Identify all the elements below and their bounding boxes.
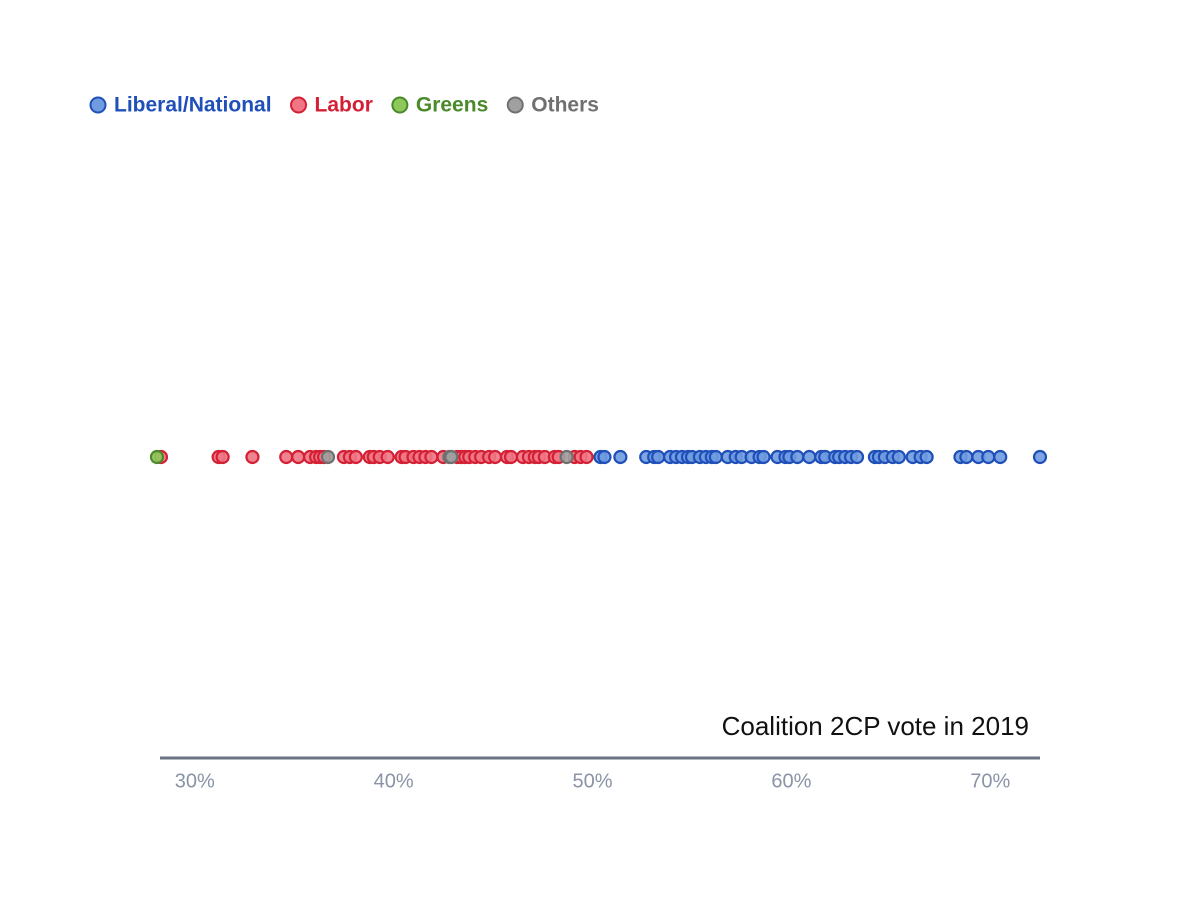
point	[320, 449, 336, 465]
point	[802, 449, 817, 465]
point	[348, 449, 363, 465]
point	[919, 449, 934, 465]
point	[849, 449, 865, 465]
legend-label: Greens	[416, 94, 488, 117]
legend-marker	[506, 96, 524, 114]
legend-label: Liberal/National	[114, 94, 272, 117]
point	[215, 449, 230, 465]
point	[149, 449, 165, 465]
point	[993, 449, 1008, 465]
point	[487, 449, 503, 465]
x-tick-label: 70%	[970, 770, 1010, 792]
point	[708, 449, 723, 465]
legend-marker	[290, 96, 308, 114]
point	[1032, 449, 1048, 465]
point	[651, 449, 666, 465]
legend-label: Others	[531, 94, 599, 117]
axis-title: Coalition 2CP vote in 2019	[722, 711, 1029, 741]
point	[279, 449, 294, 465]
point	[291, 449, 306, 465]
point	[790, 449, 805, 465]
point	[245, 449, 260, 465]
legend-marker	[391, 96, 409, 114]
legend-marker	[89, 96, 107, 114]
point	[444, 449, 459, 465]
point	[756, 449, 771, 465]
point	[424, 449, 439, 465]
point	[891, 449, 906, 465]
legend-label: Labor	[315, 94, 373, 117]
point	[579, 449, 594, 465]
point	[380, 449, 395, 465]
x-tick-label: 40%	[374, 770, 414, 792]
x-tick-label: 60%	[771, 770, 811, 792]
point	[597, 449, 612, 465]
x-tick-label: 30%	[175, 770, 215, 792]
point	[559, 449, 574, 465]
point	[613, 449, 628, 465]
point	[503, 449, 519, 465]
point	[981, 449, 996, 465]
x-tick-label: 50%	[573, 770, 613, 792]
point	[959, 449, 974, 465]
